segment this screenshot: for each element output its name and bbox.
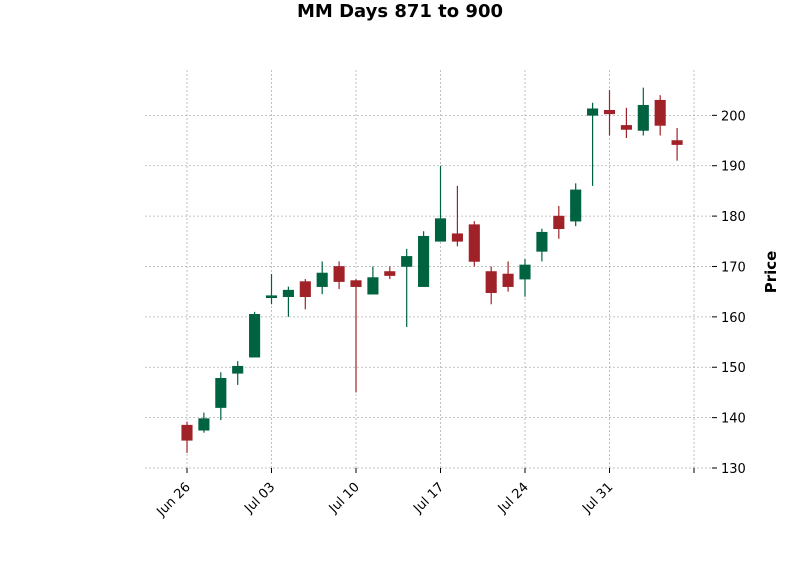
x-tick-label: Jul 17 (410, 480, 447, 517)
y-tick-label: 130 (721, 462, 746, 477)
candle-body (587, 108, 599, 116)
x-tick-label: Jun 26 (154, 480, 194, 520)
y-tick-label: 140 (721, 412, 746, 427)
x-tick-label: Jul 10 (326, 480, 363, 517)
axis-layer: 130 140 150 160 170 180 190 200 Jun 26 Jul 03 Jul … (154, 109, 746, 520)
candle-body (384, 271, 396, 276)
x-tick-label: Jul 24 (495, 480, 532, 517)
candle-body (536, 231, 548, 252)
candle-body (502, 273, 514, 287)
y-tick-label: 180 (721, 210, 746, 225)
candle-body (215, 378, 227, 408)
y-tick-label: 160 (721, 311, 746, 326)
candle-body (333, 266, 345, 282)
y-tick-label: 150 (721, 361, 746, 376)
candle-body (570, 189, 582, 222)
y-tick-label: 170 (721, 260, 746, 275)
candle-body (232, 365, 244, 374)
candle-body (181, 424, 193, 441)
candle-body (316, 272, 328, 287)
candle-body (282, 289, 294, 298)
candle-body (418, 235, 430, 287)
candle-body (671, 140, 683, 145)
candle-body (299, 281, 311, 298)
candle-body (401, 256, 413, 267)
candle-body (637, 104, 649, 131)
y-tick-label: 190 (721, 160, 746, 175)
candle-body (367, 277, 379, 295)
candle-body (654, 99, 666, 126)
candle-body (468, 224, 480, 262)
candle-body (519, 264, 531, 280)
x-tick-label: Jul 03 (241, 480, 278, 517)
candle-body (620, 125, 632, 130)
candle-body (553, 215, 565, 229)
candle-body (198, 418, 210, 431)
candle-body (434, 218, 447, 242)
candle-body (350, 280, 362, 287)
x-tick-label: Jul 31 (579, 480, 616, 517)
candle-body (603, 110, 616, 115)
candle-body (451, 233, 463, 242)
candle-layer (181, 87, 683, 453)
candle-body (265, 295, 278, 299)
y-tick-label: 200 (721, 109, 746, 124)
candle-body (249, 314, 261, 358)
chart-title: MM Days 871 to 900 (297, 1, 503, 22)
candle-body (485, 271, 497, 293)
y-axis-label: Price (762, 251, 780, 294)
grid-layer (145, 70, 712, 469)
